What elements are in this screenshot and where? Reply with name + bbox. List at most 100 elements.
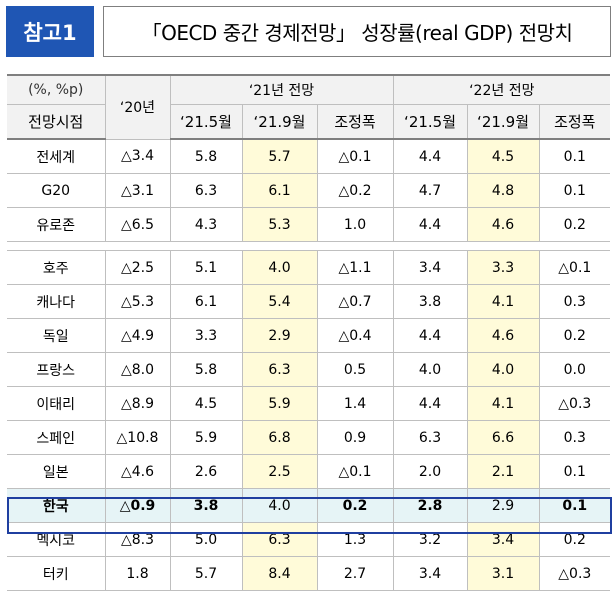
cell: △0.7 xyxy=(316,284,394,319)
country-name: G20 xyxy=(7,173,105,208)
cell: 0.1 xyxy=(538,139,611,174)
table-row: 전세계 △3.4 5.8 5.7 △0.1 4.4 4.5 0.1 xyxy=(7,139,611,174)
cell: 2.9 xyxy=(241,318,317,353)
cell: 5.3 xyxy=(241,207,317,242)
table-row: 독일 △4.9 3.3 2.9 △0.4 4.4 4.6 0.2 xyxy=(7,318,611,353)
cell: 4.0 xyxy=(241,488,317,523)
cell: △6.5 xyxy=(104,207,170,242)
group-2021-header: ‘21년 전망 xyxy=(169,74,394,105)
cell: △0.3 xyxy=(538,386,611,421)
cell: 0.2 xyxy=(538,318,611,353)
cell: 3.8 xyxy=(392,284,468,319)
country-name: 멕시코 xyxy=(7,522,105,557)
cell: 3.2 xyxy=(392,522,468,557)
cell: 2.0 xyxy=(392,454,468,489)
table-row: 프랑스 △8.0 5.8 6.3 0.5 4.0 4.0 0.0 xyxy=(7,352,611,387)
cell: 4.4 xyxy=(392,207,468,242)
cell: 5.8 xyxy=(169,352,242,387)
country-name: 일본 xyxy=(7,454,105,489)
cell: 4.5 xyxy=(169,386,242,421)
cell: 6.6 xyxy=(466,420,540,455)
cell: △0.1 xyxy=(538,250,611,285)
cell: △0.9 xyxy=(104,488,170,523)
cell: 4.7 xyxy=(392,173,468,208)
growth-forecast-table: (%, %p) ‘20년 ‘21년 전망 ‘22년 전망 전망시점 ‘21.5월… xyxy=(7,74,611,591)
cell: 3.4 xyxy=(466,522,540,557)
cell: 1.4 xyxy=(316,386,394,421)
cell: △0.4 xyxy=(316,318,394,353)
cell: 0.1 xyxy=(538,173,611,208)
cell: 4.0 xyxy=(241,250,317,285)
cell: 5.9 xyxy=(169,420,242,455)
cell: 4.8 xyxy=(466,173,540,208)
table-row: 터키 1.8 5.7 8.4 2.7 3.4 3.1 △0.3 xyxy=(7,556,611,591)
country-name: 독일 xyxy=(7,318,105,353)
country-name: 호주 xyxy=(7,250,105,285)
cell: 0.3 xyxy=(538,420,611,455)
country-name: 스페인 xyxy=(7,420,105,455)
country-name: 터키 xyxy=(7,556,105,591)
cell: 4.4 xyxy=(392,386,468,421)
cell: 5.0 xyxy=(169,522,242,557)
country-name: 프랑스 xyxy=(7,352,105,387)
cell: 5.7 xyxy=(241,139,317,174)
header: 참고1 「OECD 중간 경제전망」 성장률(real GDP) 전망치 xyxy=(6,6,611,57)
table-row: 캐나다 △5.3 6.1 5.4 △0.7 3.8 4.1 0.3 xyxy=(7,284,611,319)
cell: 2.8 xyxy=(392,488,468,523)
cell: 4.6 xyxy=(466,207,540,242)
cell: 0.0 xyxy=(538,352,611,387)
col-header: ‘21.5월 xyxy=(392,104,468,140)
table-row: 스페인 △10.8 5.9 6.8 0.9 6.3 6.6 0.3 xyxy=(7,420,611,455)
cell: 4.1 xyxy=(466,386,540,421)
country-name: 한국 xyxy=(7,488,105,523)
cell: 6.3 xyxy=(241,352,317,387)
cell: △0.1 xyxy=(316,454,394,489)
cell: 5.4 xyxy=(241,284,317,319)
cell: 4.4 xyxy=(392,318,468,353)
reference-badge: 참고1 xyxy=(6,6,94,57)
table-row: 유로존 △6.5 4.3 5.3 1.0 4.4 4.6 0.2 xyxy=(7,207,611,242)
cell: 6.3 xyxy=(392,420,468,455)
cell: 0.1 xyxy=(538,454,611,489)
cell: 3.3 xyxy=(169,318,242,353)
col-header: 조정폭 xyxy=(316,104,394,140)
country-name: 유로존 xyxy=(7,207,105,242)
group-separator xyxy=(7,241,611,251)
cell: 6.3 xyxy=(169,173,242,208)
cell: △8.3 xyxy=(104,522,170,557)
cell: 5.8 xyxy=(169,139,242,174)
country-name: 캐나다 xyxy=(7,284,105,319)
col-header: ‘21.9월 xyxy=(466,104,540,140)
cell: △0.1 xyxy=(316,139,394,174)
table-row: 멕시코 △8.3 5.0 6.3 1.3 3.2 3.4 0.2 xyxy=(7,522,611,557)
cell: 4.0 xyxy=(466,352,540,387)
cell: 0.2 xyxy=(538,522,611,557)
col-header: ‘21.9월 xyxy=(241,104,317,140)
cell: 4.5 xyxy=(466,139,540,174)
cell: 5.1 xyxy=(169,250,242,285)
cell: 2.7 xyxy=(316,556,394,591)
cell: △4.6 xyxy=(104,454,170,489)
cell: 4.3 xyxy=(169,207,242,242)
cell: 2.6 xyxy=(169,454,242,489)
cell: 4.4 xyxy=(392,139,468,174)
cell: 1.3 xyxy=(316,522,394,557)
cell: 0.2 xyxy=(316,488,394,523)
cell: 1.8 xyxy=(104,556,170,591)
cell: △1.1 xyxy=(316,250,394,285)
cell: △2.5 xyxy=(104,250,170,285)
cell: 4.1 xyxy=(466,284,540,319)
cell: 6.8 xyxy=(241,420,317,455)
cell: △4.9 xyxy=(104,318,170,353)
table-row-korea: 한국 △0.9 3.8 4.0 0.2 2.8 2.9 0.1 xyxy=(7,488,611,523)
cell: △5.3 xyxy=(104,284,170,319)
cell: △8.0 xyxy=(104,352,170,387)
cell: 0.9 xyxy=(316,420,394,455)
cell: 0.5 xyxy=(316,352,394,387)
forecast-time-header: 전망시점 xyxy=(7,104,105,140)
group-2022-header: ‘22년 전망 xyxy=(392,74,611,105)
country-name: 전세계 xyxy=(7,139,105,174)
unit-label: (%, %p) xyxy=(7,74,105,105)
cell: 3.4 xyxy=(392,556,468,591)
col-header: ‘21.5월 xyxy=(169,104,242,140)
